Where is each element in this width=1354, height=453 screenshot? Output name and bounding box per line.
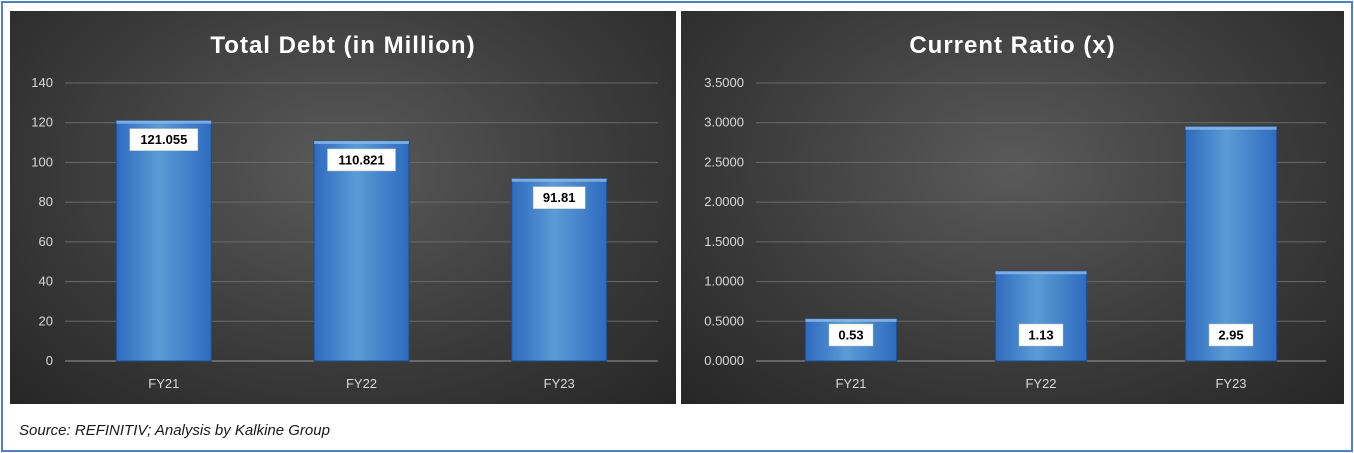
total-debt-chart-svg: Total Debt (in Million) 0 20 40 60 80 100 120 14… <box>31 32 658 391</box>
data-label: 121.055 <box>140 132 187 147</box>
data-label-box <box>327 148 396 172</box>
source-note: Source: REFINITIV; Analysis by Kalkine G… <box>19 422 330 439</box>
chart-title: Current Ratio (x) <box>909 32 1115 59</box>
x-tick-label: FY22 <box>346 376 377 391</box>
data-label: 110.821 <box>338 152 384 167</box>
data-label-box <box>828 323 874 347</box>
y-tick-label: 2.5000 <box>704 154 744 169</box>
bar-highlight <box>805 318 897 322</box>
data-label-box <box>1208 323 1254 347</box>
current-ratio-chart: Current Ratio (x) 0.0000 0.5000 1.0000 1.500… <box>681 11 1344 404</box>
y-tick-label: 80 <box>39 194 53 209</box>
y-tick-label: 60 <box>39 234 53 249</box>
x-tick-label: FY23 <box>544 376 575 391</box>
y-tick-label: 1.0000 <box>704 274 744 289</box>
data-label-box <box>1018 323 1064 347</box>
y-tick-label: 120 <box>31 115 53 130</box>
y-tick-label: 0.0000 <box>704 353 744 368</box>
chart-title: Total Debt (in Million) <box>210 32 475 59</box>
bar-fy23 <box>1184 126 1278 362</box>
bar-fy21 <box>115 120 212 362</box>
y-tick-label: 0 <box>46 353 53 368</box>
bar-fy22 <box>313 140 410 362</box>
bar-highlight <box>116 120 212 124</box>
total-debt-chart: Total Debt (in Million) 0 20 40 60 80 100 120 14… <box>10 11 676 404</box>
y-tick-label: 100 <box>31 154 53 169</box>
bar-highlight <box>314 140 409 144</box>
bar-highlight <box>1185 126 1277 130</box>
bar-fy22 <box>994 270 1088 362</box>
y-tick-label: 40 <box>39 274 53 289</box>
x-tick-label: FY21 <box>148 376 179 391</box>
y-tick-label: 1.5000 <box>704 234 744 249</box>
y-tick-label: 0.5000 <box>704 313 744 328</box>
current-ratio-chart-svg: Current Ratio (x) 0.0000 0.5000 1.0000 1.500… <box>704 32 1326 391</box>
y-tick-label: 3.5000 <box>704 75 744 90</box>
bar-highlight <box>511 178 607 182</box>
data-label-box <box>532 186 586 209</box>
data-label: 0.53 <box>838 328 863 343</box>
bar-fy23 <box>511 178 608 362</box>
y-tick-label: 20 <box>39 313 53 328</box>
data-label: 2.95 <box>1218 328 1243 343</box>
y-tick-label: 140 <box>31 75 53 90</box>
data-label-box <box>129 128 199 151</box>
x-tick-label: FY22 <box>1025 376 1056 391</box>
x-tick-label: FY21 <box>835 376 866 391</box>
data-label: 91.81 <box>543 190 576 205</box>
y-tick-label: 3.0000 <box>704 115 744 130</box>
y-tick-label: 2.0000 <box>704 194 744 209</box>
data-label: 1.13 <box>1028 328 1053 343</box>
x-tick-label: FY23 <box>1215 376 1246 391</box>
bar-highlight <box>995 271 1087 275</box>
